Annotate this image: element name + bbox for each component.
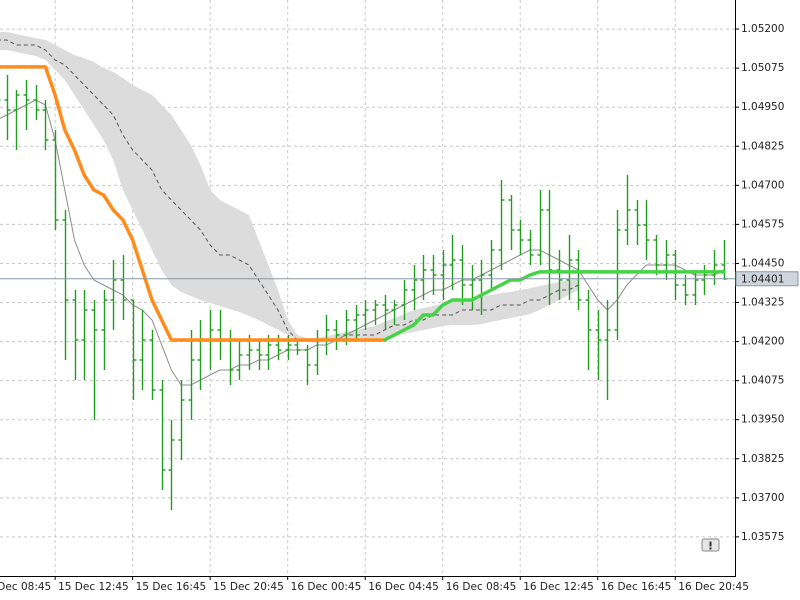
x-tick-label: 16 Dec 12:45 bbox=[523, 581, 594, 593]
cloud-band bbox=[0, 31, 579, 344]
y-tick-label: 1.03575 bbox=[741, 531, 784, 543]
y-tick-label: 1.04200 bbox=[741, 336, 784, 348]
indicator-line bbox=[0, 65, 387, 342]
x-tick-label: 16 Dec 00:45 bbox=[291, 581, 362, 593]
x-tick-label: 15 Dec 20:45 bbox=[213, 581, 284, 593]
y-tick-label: 1.04825 bbox=[741, 140, 784, 152]
last-price-label: 1.04401 bbox=[741, 273, 784, 285]
y-tick-label: 1.04075 bbox=[741, 375, 784, 387]
y-tick-label: 1.04450 bbox=[741, 257, 784, 269]
alert-icon-dot bbox=[709, 547, 712, 550]
x-tick-label: 15 Dec 12:45 bbox=[58, 581, 129, 593]
alert-icon-bar bbox=[709, 541, 712, 547]
x-tick-label: 15 Dec 16:45 bbox=[136, 581, 207, 593]
y-tick-label: 1.04700 bbox=[741, 179, 784, 191]
x-tick-label: 16 Dec 08:45 bbox=[446, 581, 517, 593]
y-tick-label: 1.03700 bbox=[741, 492, 784, 504]
y-tick-label: 1.05075 bbox=[741, 62, 784, 74]
x-tick-label: 16 Dec 04:45 bbox=[368, 581, 439, 593]
indicator-line bbox=[0, 99, 724, 386]
y-tick-label: 1.04575 bbox=[741, 218, 784, 230]
x-tick-label: 16 Dec 20:45 bbox=[678, 581, 749, 593]
last-price-box bbox=[735, 271, 799, 287]
x-tick-label: 15 Dec 08:45 bbox=[0, 581, 51, 593]
y-tick-label: 1.03950 bbox=[741, 414, 784, 426]
indicator-line bbox=[0, 39, 579, 341]
plot-area bbox=[0, 31, 735, 510]
y-tick-label: 1.04950 bbox=[741, 101, 784, 113]
axes: 1.05200 1.05075 1.04950 1.04825 1.04700 1.045… bbox=[0, 23, 799, 593]
y-tick-label: 1.04325 bbox=[741, 297, 784, 309]
y-tick-label: 1.05200 bbox=[741, 23, 784, 35]
x-tick-label: 16 Dec 16:45 bbox=[601, 581, 672, 593]
y-tick-label: 1.03825 bbox=[741, 453, 784, 465]
indicator-line bbox=[382, 270, 726, 342]
alert-icon[interactable] bbox=[701, 538, 720, 552]
